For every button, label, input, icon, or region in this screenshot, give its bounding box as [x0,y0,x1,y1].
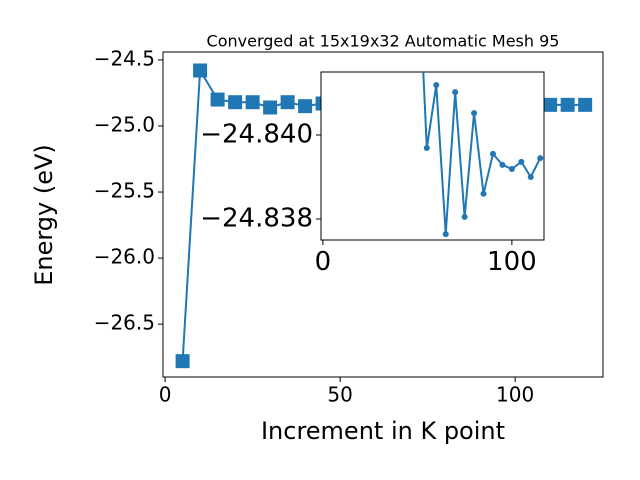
x-tick-label: 0 [315,247,332,277]
marker [543,97,558,112]
x-tick-label: 100 [487,247,537,277]
plot-area [422,72,544,238]
y-tick-label: −26.0 [94,245,155,269]
x-tick-label: 0 [159,383,172,407]
marker [228,95,243,110]
marker [423,145,430,152]
marker [578,97,593,112]
marker [245,95,260,110]
marker [499,161,506,168]
axes-frame [320,71,545,241]
x-tick-label: 100 [496,383,534,407]
marker [527,174,534,180]
y-tick-label: −26.5 [94,311,155,335]
marker [433,82,440,89]
marker [537,155,544,162]
y-tick-label: −25.5 [94,179,155,203]
marker [280,95,295,110]
marker [298,99,313,114]
marker [489,150,496,157]
y-tick-label: −24.840 [200,120,313,150]
marker [442,231,449,238]
y-axis-label: Energy (eV) [30,144,58,286]
marker [518,158,525,165]
marker [461,213,468,220]
marker [452,89,459,96]
axes-frame [162,51,604,378]
chart-title: Converged at 15x19x32 Automatic Mesh 95 [207,32,560,51]
marker [508,166,515,173]
marker [193,63,208,78]
marker [471,110,478,117]
marker [210,92,225,107]
marker [263,100,278,115]
x-axis-label: Increment in K point [261,417,505,445]
marker [480,190,487,197]
inset-background [321,72,544,240]
y-tick-label: −24.838 [200,204,313,234]
marker [175,354,190,369]
marker [560,97,575,112]
x-tick-label: 50 [327,383,352,407]
y-tick-label: −25.0 [94,112,155,136]
y-tick-label: −24.5 [94,46,155,70]
